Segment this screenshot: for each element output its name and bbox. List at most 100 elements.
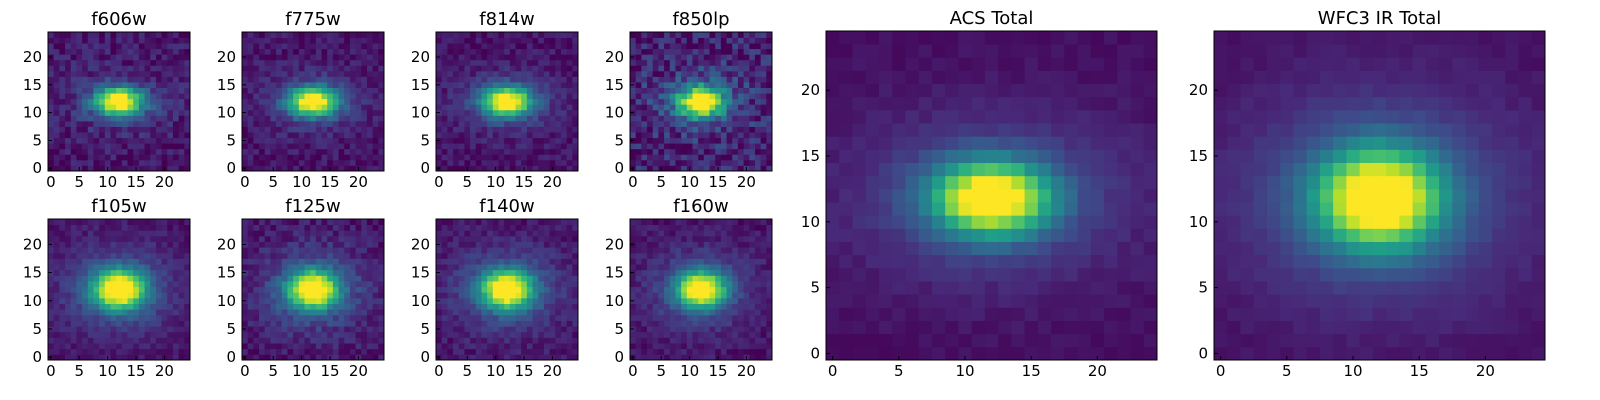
heatmap-cell bbox=[184, 120, 191, 127]
heatmap-cell bbox=[161, 65, 168, 72]
heatmap-cell bbox=[543, 82, 550, 88]
heatmap-cell bbox=[87, 165, 94, 172]
heatmap-cell bbox=[242, 120, 249, 127]
heatmap-cell bbox=[509, 286, 516, 293]
heatmap-cell bbox=[732, 320, 739, 327]
heatmap-cell bbox=[344, 76, 351, 83]
heatmap-cell bbox=[458, 331, 465, 338]
heatmap-cell bbox=[372, 275, 379, 282]
heatmap-cell bbox=[178, 281, 185, 288]
heatmap-cell bbox=[492, 132, 499, 139]
heatmap-cell bbox=[726, 297, 733, 304]
heatmap-cell bbox=[247, 275, 254, 282]
heatmap-cell bbox=[504, 154, 511, 161]
heatmap-cell bbox=[737, 337, 744, 344]
heatmap-cell bbox=[298, 269, 305, 276]
y-tick-label: 0 bbox=[226, 348, 236, 366]
heatmap-cell bbox=[264, 348, 271, 355]
heatmap-cell bbox=[304, 354, 311, 361]
heatmap-cell bbox=[481, 126, 488, 133]
heatmap-cell bbox=[264, 48, 271, 55]
heatmap-cell bbox=[338, 269, 345, 276]
heatmap-cell bbox=[526, 230, 533, 237]
heatmap-cell bbox=[378, 348, 385, 355]
heatmap-cell bbox=[560, 32, 568, 38]
heatmap-cell bbox=[458, 82, 465, 88]
heatmap-cell bbox=[647, 43, 654, 50]
heatmap-cell bbox=[104, 343, 111, 350]
heatmap-cell bbox=[293, 87, 300, 94]
y-tick-label: 20 bbox=[217, 235, 236, 253]
heatmap-cell bbox=[70, 87, 77, 94]
heatmap-cell bbox=[464, 326, 471, 333]
heatmap-cell bbox=[658, 314, 665, 321]
heatmap-cell bbox=[65, 126, 72, 133]
heatmap-cell bbox=[698, 76, 705, 83]
heatmap-cell bbox=[664, 132, 671, 139]
heatmap-cell bbox=[720, 126, 727, 133]
heatmap-cell bbox=[184, 43, 191, 50]
heatmap-cell bbox=[549, 43, 556, 50]
heatmap-cell bbox=[749, 320, 756, 327]
heatmap-cell bbox=[686, 82, 693, 88]
heatmap-cell bbox=[737, 354, 744, 361]
heatmap-cell bbox=[293, 343, 300, 350]
heatmap-cell bbox=[276, 354, 283, 361]
heatmap-cell bbox=[526, 354, 533, 361]
heatmap-cell bbox=[253, 337, 260, 344]
heatmap-cell bbox=[526, 148, 533, 155]
heatmap-cell bbox=[167, 43, 174, 50]
heatmap-cell bbox=[453, 120, 460, 127]
heatmap-cell bbox=[515, 303, 522, 310]
heatmap-cell bbox=[760, 37, 767, 44]
heatmap-cell bbox=[315, 297, 322, 304]
heatmap-cell bbox=[572, 275, 579, 282]
heatmap-cell bbox=[464, 37, 471, 44]
heatmap-cell bbox=[155, 348, 162, 355]
heatmap-cell bbox=[378, 303, 385, 310]
heatmap-cell bbox=[264, 320, 271, 327]
heatmap-cell bbox=[526, 137, 533, 144]
heatmap-cell bbox=[53, 326, 60, 333]
heatmap-cell bbox=[543, 148, 550, 155]
heatmap-cell bbox=[498, 303, 505, 310]
heatmap-cell bbox=[133, 281, 140, 288]
heatmap-cell bbox=[686, 137, 693, 144]
heatmap-cell bbox=[298, 98, 305, 105]
heatmap-cell bbox=[116, 43, 123, 50]
heatmap-cell bbox=[743, 37, 750, 44]
heatmap-cell bbox=[726, 120, 733, 127]
heatmap-cell bbox=[87, 132, 94, 139]
heatmap-cell bbox=[658, 98, 665, 105]
heatmap-cell bbox=[287, 331, 294, 338]
heatmap-cell bbox=[133, 219, 140, 226]
heatmap-cell bbox=[470, 159, 477, 166]
heatmap-cell bbox=[53, 98, 60, 105]
heatmap-cell bbox=[509, 143, 516, 150]
heatmap-cell bbox=[349, 148, 356, 155]
heatmap-cell bbox=[470, 275, 477, 282]
heatmap-cell bbox=[304, 247, 311, 254]
heatmap-cell bbox=[304, 115, 311, 122]
heatmap-cell bbox=[378, 320, 385, 327]
heatmap-cell bbox=[76, 82, 83, 88]
heatmap-cell bbox=[242, 115, 249, 122]
heatmap-cell bbox=[110, 65, 117, 72]
heatmap-cell bbox=[372, 76, 379, 83]
heatmap-cell bbox=[127, 297, 134, 304]
heatmap-cell bbox=[310, 241, 317, 248]
x-tick-label: 15 bbox=[320, 362, 339, 380]
heatmap-cell bbox=[338, 264, 345, 271]
heatmap-cell bbox=[304, 264, 311, 271]
heatmap-cell bbox=[681, 320, 688, 327]
heatmap-cell bbox=[287, 48, 294, 55]
heatmap-cell bbox=[504, 343, 511, 350]
heatmap-cell bbox=[566, 165, 573, 172]
heatmap-cell bbox=[543, 281, 550, 288]
heatmap-cell bbox=[116, 115, 123, 122]
heatmap-cell bbox=[470, 154, 477, 161]
y-tick-label: 5 bbox=[32, 320, 42, 338]
heatmap-cell bbox=[87, 82, 94, 88]
heatmap-cell bbox=[441, 65, 448, 72]
heatmap-cell bbox=[737, 326, 744, 333]
